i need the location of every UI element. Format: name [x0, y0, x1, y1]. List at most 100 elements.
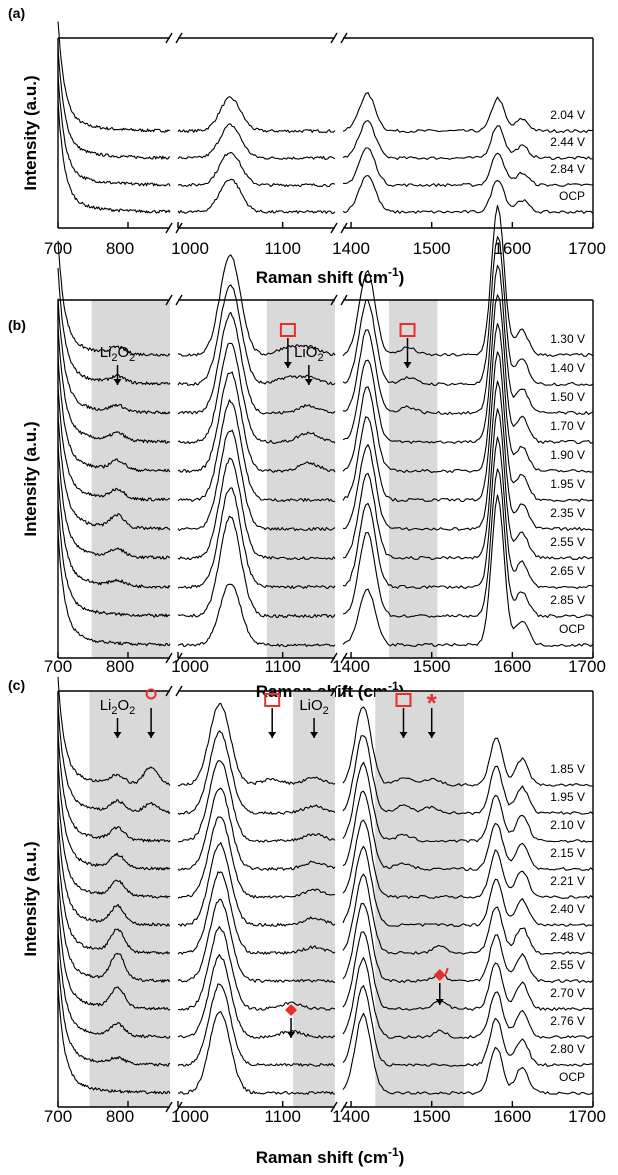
- axis-break-mark: [175, 685, 183, 697]
- shaded-region: [293, 691, 335, 1107]
- shaded-region: [388, 300, 438, 658]
- spectrum-trace: [342, 1012, 594, 1095]
- series-label: 1.40 V: [550, 361, 585, 375]
- spectrum-trace: [342, 436, 594, 590]
- x-tick-label: 1700: [568, 1107, 606, 1126]
- spectrum-trace: [342, 147, 594, 187]
- spectrum-trace: [342, 380, 594, 532]
- axis-break-mark: [330, 294, 338, 306]
- series-label: 2.55 V: [550, 535, 585, 549]
- spectrum-trace: [57, 732, 171, 843]
- marker-arrowhead: [435, 999, 444, 1005]
- axis-break-mark: [330, 685, 338, 697]
- series-label: 1.95 V: [550, 790, 585, 804]
- spectrum-trace: [342, 120, 594, 161]
- spectrum-trace: [342, 957, 594, 1039]
- series-label: 1.90 V: [550, 448, 585, 462]
- series-label: 2.35 V: [550, 506, 585, 520]
- peak-annotation: LiO2: [294, 344, 323, 364]
- peak-arrowhead: [310, 732, 319, 738]
- series-label: 2.55 V: [550, 958, 585, 972]
- square-marker: [264, 693, 281, 707]
- spectrum-trace: [342, 264, 594, 416]
- spectrum-trace: [57, 872, 171, 983]
- spectrum-trace: [342, 903, 594, 983]
- chart-panel-c: 700 800 1000 1100 1400 1500 1600 1700 Raman shif…: [8, 676, 606, 1167]
- spectrum-trace: [57, 240, 171, 357]
- spectrum-trace: [57, 442, 171, 560]
- spectrum-trace: [57, 355, 171, 473]
- peak-annotation: Li2O2: [100, 344, 136, 364]
- spectrum-trace: [342, 735, 594, 815]
- axis-break-mark: [165, 32, 173, 44]
- spectrum-trace: [57, 472, 171, 589]
- diamond-marker: [285, 1004, 298, 1016]
- x-tick-label: 800: [106, 657, 134, 676]
- spectrum-trace: [57, 100, 171, 214]
- series-label: 2.04 V: [550, 108, 585, 122]
- spectrum-trace: [177, 871, 336, 955]
- x-tick-label: 700: [44, 657, 72, 676]
- spectrum-trace: [342, 819, 594, 899]
- spectrum-trace: [57, 413, 171, 531]
- spectrum-trace: [342, 790, 594, 871]
- x-tick-label: 1100: [264, 657, 301, 676]
- spectrum-trace: [342, 468, 594, 619]
- series-label: 1.85 V: [550, 762, 585, 776]
- circle-marker: [145, 688, 157, 700]
- x-tick-label: 1000: [171, 239, 209, 258]
- spectrum-trace: [177, 730, 336, 815]
- x-tick-label: 1700: [568, 657, 606, 676]
- chart-panel-b: 700 800 1000 1100 1400 1500 1600 1700 Raman shif…: [8, 204, 606, 701]
- spectrum-trace: [342, 873, 594, 955]
- spectrum-trace: [342, 351, 594, 503]
- x-tick-label: 1500: [413, 1107, 451, 1126]
- spectrum-trace: [177, 787, 336, 871]
- axis-break-mark: [175, 294, 183, 306]
- series-label: 2.80 V: [550, 1042, 585, 1056]
- axis-break-mark: [165, 1101, 173, 1113]
- spectrum-trace: [177, 254, 336, 357]
- axis-break-mark: [330, 32, 338, 44]
- peak-arrowhead: [113, 379, 122, 385]
- spectrum-trace: [342, 294, 594, 445]
- axis-break-mark: [340, 294, 348, 306]
- spectrum-trace: [177, 399, 336, 503]
- x-tick-label: 1600: [493, 657, 531, 676]
- axis-break-mark: [330, 1101, 338, 1113]
- spectrum-trace: [177, 311, 336, 415]
- y-axis-label: Intensity (a.u.): [21, 75, 40, 190]
- series-label: OCP: [559, 1070, 585, 1084]
- spectrum-trace: [177, 123, 336, 160]
- spectrum-trace: [177, 898, 336, 983]
- series-label: 1.30 V: [550, 332, 585, 346]
- spectrum-trace: [177, 702, 336, 787]
- marker-arrowhead: [287, 1032, 296, 1038]
- spectrum-trace: [177, 983, 336, 1067]
- square-marker: [279, 323, 296, 337]
- peak-annotation: LiO2: [299, 697, 328, 717]
- spectrum-trace: [57, 676, 171, 786]
- shaded-region: [91, 300, 170, 658]
- series-label: 2.70 V: [550, 986, 585, 1000]
- x-tick-label: 1500: [413, 239, 451, 258]
- x-axis-label: Raman shift (cm-1): [256, 265, 405, 287]
- spectrum-trace: [57, 986, 171, 1095]
- axis-break-mark: [165, 685, 173, 697]
- diamond-marker: [433, 969, 446, 981]
- spectrum-trace: [342, 761, 594, 843]
- spectrum-trace: [177, 954, 336, 1039]
- spectrum-trace: [57, 958, 170, 1067]
- series-label: 1.70 V: [550, 419, 585, 433]
- series-label: 1.95 V: [550, 477, 585, 491]
- x-tick-label: 1600: [493, 1107, 531, 1126]
- x-tick-label: 1100: [264, 1107, 301, 1126]
- spectrum-trace: [177, 429, 336, 532]
- axis-break-mark: [330, 652, 338, 664]
- marker-arrowhead: [403, 362, 412, 368]
- axis-break-mark: [175, 1101, 183, 1113]
- spectrum-trace: [57, 267, 171, 386]
- spectrum-trace: [177, 760, 336, 843]
- series-label: 2.65 V: [550, 564, 585, 578]
